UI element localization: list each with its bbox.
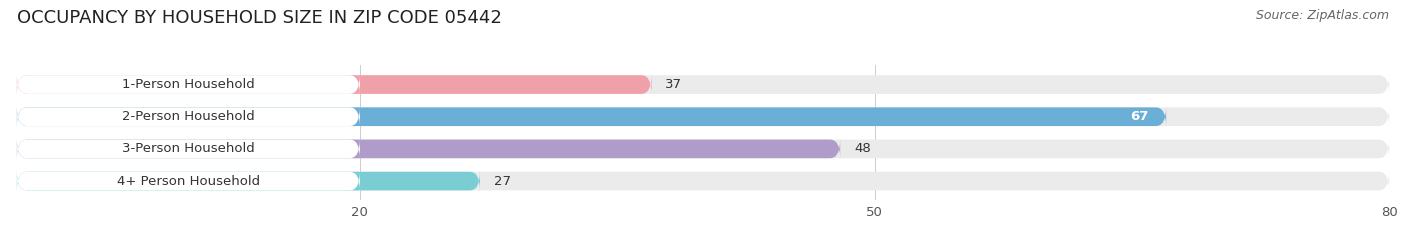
FancyBboxPatch shape: [17, 75, 1389, 95]
Text: 48: 48: [853, 142, 870, 155]
FancyBboxPatch shape: [17, 139, 1389, 159]
FancyBboxPatch shape: [17, 171, 1389, 191]
Text: Source: ZipAtlas.com: Source: ZipAtlas.com: [1256, 9, 1389, 22]
Text: 2-Person Household: 2-Person Household: [122, 110, 254, 123]
FancyBboxPatch shape: [17, 139, 841, 159]
FancyBboxPatch shape: [17, 107, 1166, 127]
Text: 37: 37: [665, 78, 682, 91]
FancyBboxPatch shape: [17, 171, 479, 191]
Text: 27: 27: [494, 175, 510, 188]
Text: 3-Person Household: 3-Person Household: [122, 142, 254, 155]
Text: 67: 67: [1130, 110, 1149, 123]
Text: OCCUPANCY BY HOUSEHOLD SIZE IN ZIP CODE 05442: OCCUPANCY BY HOUSEHOLD SIZE IN ZIP CODE …: [17, 9, 502, 27]
FancyBboxPatch shape: [17, 107, 360, 127]
FancyBboxPatch shape: [17, 75, 360, 95]
Text: 4+ Person Household: 4+ Person Household: [117, 175, 260, 188]
FancyBboxPatch shape: [17, 139, 360, 159]
FancyBboxPatch shape: [17, 171, 360, 191]
FancyBboxPatch shape: [17, 75, 651, 95]
Text: 1-Person Household: 1-Person Household: [122, 78, 254, 91]
FancyBboxPatch shape: [17, 107, 1389, 127]
